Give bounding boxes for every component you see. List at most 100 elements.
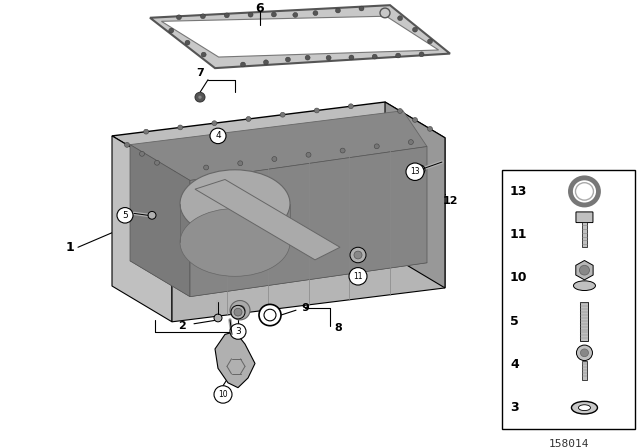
Text: 2: 2 <box>178 321 186 331</box>
Circle shape <box>154 160 159 165</box>
Circle shape <box>234 308 242 316</box>
Text: 8: 8 <box>334 323 342 332</box>
Polygon shape <box>130 227 427 297</box>
Circle shape <box>335 8 340 13</box>
Circle shape <box>580 349 588 357</box>
Circle shape <box>314 108 319 113</box>
Circle shape <box>214 314 222 322</box>
Circle shape <box>428 39 433 44</box>
Circle shape <box>577 345 593 361</box>
Circle shape <box>349 267 367 285</box>
Polygon shape <box>195 180 340 260</box>
Circle shape <box>428 126 433 131</box>
Circle shape <box>259 304 281 326</box>
Text: 10: 10 <box>510 271 527 284</box>
FancyBboxPatch shape <box>576 212 593 223</box>
FancyBboxPatch shape <box>502 170 635 429</box>
Circle shape <box>313 11 318 16</box>
Circle shape <box>348 104 353 109</box>
Text: 5: 5 <box>122 211 128 220</box>
Circle shape <box>575 183 593 200</box>
Circle shape <box>272 157 277 161</box>
Ellipse shape <box>180 170 290 237</box>
Circle shape <box>195 92 205 102</box>
Circle shape <box>354 251 362 259</box>
Circle shape <box>380 8 390 18</box>
Circle shape <box>148 211 156 219</box>
Polygon shape <box>172 138 445 322</box>
Circle shape <box>305 55 310 60</box>
Text: 158014: 158014 <box>548 439 589 448</box>
Circle shape <box>397 16 403 21</box>
Circle shape <box>264 309 276 321</box>
Circle shape <box>237 161 243 166</box>
Circle shape <box>231 306 245 319</box>
Text: 3: 3 <box>510 401 518 414</box>
Circle shape <box>204 165 209 170</box>
Text: 4: 4 <box>215 131 221 140</box>
FancyBboxPatch shape <box>580 302 588 340</box>
Polygon shape <box>130 111 427 181</box>
Ellipse shape <box>579 405 591 410</box>
Polygon shape <box>112 102 445 172</box>
Circle shape <box>214 386 232 403</box>
Text: 13: 13 <box>410 167 420 176</box>
FancyBboxPatch shape <box>582 222 587 247</box>
Circle shape <box>178 125 183 130</box>
Circle shape <box>293 13 298 17</box>
Circle shape <box>140 151 145 156</box>
Circle shape <box>570 178 598 205</box>
Polygon shape <box>112 136 172 322</box>
Circle shape <box>340 148 345 153</box>
Circle shape <box>415 165 425 175</box>
Ellipse shape <box>572 401 598 414</box>
Circle shape <box>306 152 311 157</box>
Text: 11: 11 <box>510 228 527 241</box>
Circle shape <box>264 60 268 65</box>
Text: 13: 13 <box>510 185 527 198</box>
Circle shape <box>241 62 246 67</box>
Circle shape <box>359 6 364 11</box>
Circle shape <box>125 142 129 147</box>
Circle shape <box>212 121 217 125</box>
Text: 12: 12 <box>442 196 458 206</box>
Text: 9: 9 <box>301 303 309 313</box>
Polygon shape <box>576 260 593 280</box>
Circle shape <box>117 207 133 223</box>
Circle shape <box>397 108 403 113</box>
Circle shape <box>169 28 173 33</box>
Text: 6: 6 <box>256 2 264 15</box>
Circle shape <box>177 15 181 20</box>
Circle shape <box>224 13 229 18</box>
Circle shape <box>406 163 424 181</box>
Text: 5: 5 <box>510 314 519 327</box>
Circle shape <box>143 129 148 134</box>
FancyBboxPatch shape <box>582 361 587 380</box>
Circle shape <box>230 301 250 320</box>
Text: 7: 7 <box>196 68 204 78</box>
Polygon shape <box>130 145 190 297</box>
Circle shape <box>285 57 291 62</box>
Circle shape <box>230 324 246 339</box>
Circle shape <box>374 144 380 149</box>
Circle shape <box>419 52 424 57</box>
Text: 3: 3 <box>235 327 241 336</box>
Circle shape <box>248 12 253 17</box>
Text: 4: 4 <box>510 358 519 371</box>
Circle shape <box>579 265 589 275</box>
Polygon shape <box>161 16 438 57</box>
Circle shape <box>200 14 205 19</box>
Circle shape <box>408 140 413 145</box>
Circle shape <box>396 53 401 58</box>
Text: 10: 10 <box>218 390 228 399</box>
Circle shape <box>198 95 202 99</box>
Text: 1: 1 <box>66 241 74 254</box>
Circle shape <box>185 40 190 45</box>
Circle shape <box>271 12 276 17</box>
Circle shape <box>349 55 354 60</box>
Ellipse shape <box>573 281 595 290</box>
Circle shape <box>413 117 417 122</box>
Circle shape <box>350 247 366 263</box>
Circle shape <box>210 128 226 144</box>
Circle shape <box>201 52 206 57</box>
